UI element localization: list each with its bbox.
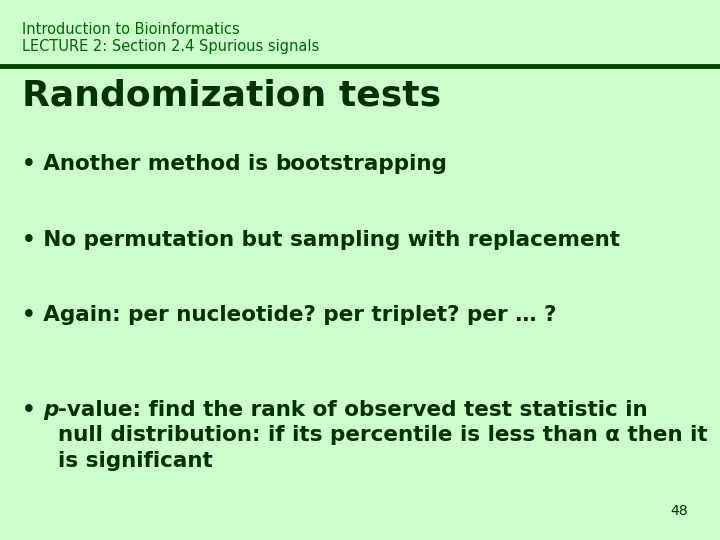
- Text: • Again: per nucleotide? per triplet? per … ?: • Again: per nucleotide? per triplet? pe…: [22, 305, 556, 325]
- Text: • No permutation but: • No permutation but: [22, 230, 289, 249]
- Text: •: •: [22, 400, 43, 420]
- Text: sampling with replacement: sampling with replacement: [289, 230, 620, 249]
- Text: p: p: [43, 400, 58, 420]
- Text: Randomization tests: Randomization tests: [22, 78, 441, 112]
- Text: LECTURE 2: Section 2.4 Spurious signals: LECTURE 2: Section 2.4 Spurious signals: [22, 39, 319, 54]
- Text: -value: find the rank of observed test statistic in
null distribution: if its pe: -value: find the rank of observed test s…: [58, 400, 708, 471]
- Text: • Another method is: • Another method is: [22, 154, 275, 174]
- Text: Introduction to Bioinformatics: Introduction to Bioinformatics: [22, 22, 239, 37]
- Text: 48: 48: [670, 504, 688, 518]
- Text: bootstrapping: bootstrapping: [275, 154, 447, 174]
